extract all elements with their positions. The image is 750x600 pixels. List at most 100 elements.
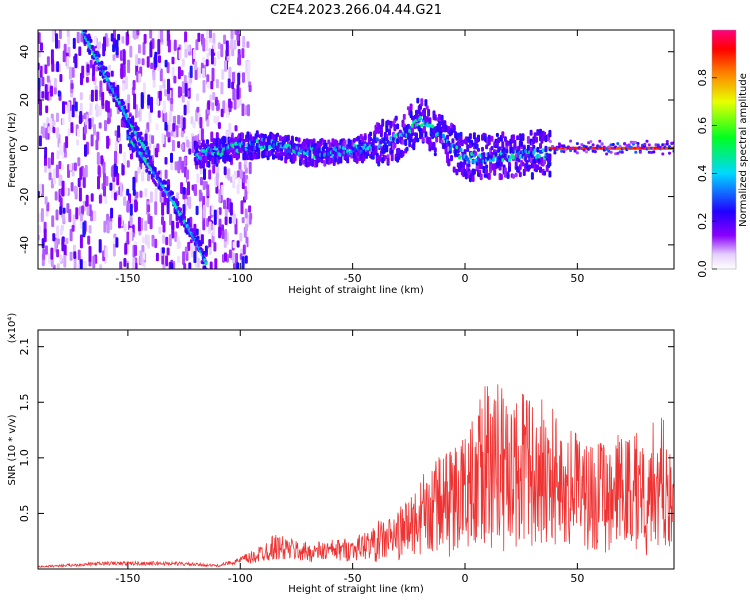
heatmap-cell (575, 142, 579, 146)
heatmap-cell (191, 184, 195, 191)
heatmap-cell (118, 217, 122, 229)
heatmap-cell (431, 124, 435, 129)
heatmap-cell (381, 118, 385, 127)
heatmap-cell (213, 115, 217, 124)
heatmap-cell (505, 149, 509, 154)
heatmap-cell (180, 143, 184, 151)
heatmap-cell (529, 156, 533, 164)
heatmap-cell (56, 263, 60, 269)
colorbar-frame (711, 29, 737, 270)
heatmap-cell (501, 141, 505, 149)
heatmap-cell (208, 169, 212, 180)
y-tick-label: 20 (18, 93, 31, 107)
heatmap-cell (68, 66, 72, 80)
heatmap-cell (119, 261, 123, 269)
heatmap-cell (142, 82, 146, 96)
heatmap-cell (73, 185, 77, 195)
heatmap-cell (136, 126, 140, 131)
heatmap-cell (221, 69, 225, 80)
heatmap-cell (75, 207, 79, 220)
heatmap-cell (335, 140, 339, 147)
heatmap-cell (171, 130, 174, 137)
heatmap-cell (237, 72, 241, 86)
heatmap-cell (45, 105, 49, 114)
heatmap-cell (216, 151, 220, 156)
heatmap-cell (147, 204, 151, 213)
heatmap-cell (71, 224, 75, 232)
heatmap-cell (600, 142, 604, 146)
heatmap-cell (152, 72, 156, 81)
heatmap-cell (244, 186, 248, 201)
y-tick-label: -40 (18, 236, 31, 254)
heatmap-cell (233, 262, 236, 269)
heatmap-cell (363, 135, 367, 141)
heatmap-cell (506, 173, 510, 179)
heatmap-cell (149, 41, 153, 58)
heatmap-cell (72, 37, 76, 50)
heatmap-cell (101, 91, 105, 107)
heatmap-cell (202, 180, 206, 191)
heatmap-cell (149, 158, 153, 163)
heatmap-cell (433, 147, 437, 153)
heatmap-cell (218, 218, 222, 229)
heatmap-cell (116, 92, 120, 97)
heatmap-cell (83, 122, 87, 135)
heatmap-cell (45, 127, 49, 140)
heatmap-cell (53, 87, 57, 95)
heatmap-cell (491, 157, 495, 162)
heatmap-cell (636, 144, 640, 148)
heatmap-cell (204, 252, 208, 257)
heatmap-cell (218, 189, 222, 203)
heatmap-cell (76, 31, 80, 44)
heatmap-cell (171, 220, 175, 231)
heatmap-cell (209, 30, 212, 39)
heatmap-cell (241, 132, 244, 140)
heatmap-cell (123, 258, 127, 267)
heatmap-cell (377, 161, 381, 167)
heatmap-cell (188, 196, 192, 209)
heatmap-cell (228, 98, 232, 109)
heatmap-cell (474, 151, 478, 156)
heatmap-cell (234, 136, 238, 144)
heatmap-cell (247, 104, 250, 117)
heatmap-cell (50, 49, 54, 65)
heatmap-cell (99, 264, 103, 269)
heatmap-cell (157, 62, 161, 72)
heatmap-cell (202, 80, 206, 93)
heatmap-cell (63, 244, 67, 257)
heatmap-cell (154, 51, 158, 68)
heatmap-cell (467, 160, 471, 164)
heatmap-cell (154, 238, 158, 249)
heatmap-cell (166, 247, 170, 256)
heatmap-cell (167, 78, 170, 95)
y-tick-label: 0 (18, 145, 31, 152)
heatmap-cell (134, 122, 137, 127)
heatmap-cell (548, 140, 552, 143)
heatmap-cell (214, 258, 218, 269)
heatmap-cell (458, 155, 462, 160)
heatmap-cell (159, 68, 163, 82)
heatmap-cell (487, 172, 491, 180)
heatmap-cell (242, 138, 246, 147)
heatmap-cell (139, 148, 143, 152)
heatmap-cell (50, 85, 53, 97)
heatmap-cell (528, 164, 532, 170)
heatmap-cell (106, 135, 110, 149)
heatmap-cell (38, 224, 41, 234)
heatmap-cell (129, 203, 133, 216)
y-tick-label: 0.5 (18, 505, 31, 523)
heatmap-cell (650, 151, 653, 154)
y-tick-label: 40 (18, 45, 31, 59)
heatmap-cell (59, 254, 63, 263)
heatmap-cell (393, 124, 397, 132)
heatmap-cell (138, 73, 142, 83)
heatmap-cell (52, 120, 56, 127)
heatmap-cell (217, 122, 221, 129)
heatmap-cell (207, 161, 211, 168)
heatmap-x-label: Height of straight line (km) (288, 285, 424, 296)
heatmap-cell (248, 161, 252, 175)
heatmap-cell (56, 61, 60, 73)
heatmap-cell (208, 48, 212, 56)
heatmap-cell (139, 250, 143, 264)
heatmap-cell (170, 103, 173, 112)
